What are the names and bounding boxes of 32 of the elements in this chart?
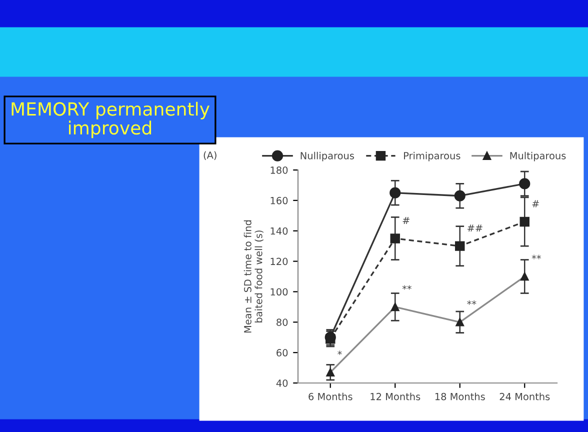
annotation: * — [338, 350, 342, 356]
text: MEMORY permanently improved — [12, 102, 210, 138]
y-tick-label: 80 — [276, 318, 288, 326]
point — [390, 234, 400, 244]
y-tick-label: 40 — [276, 379, 288, 387]
annotation: ** — [532, 254, 541, 260]
text: (A) — [204, 151, 216, 160]
point — [455, 241, 465, 251]
point — [326, 334, 336, 344]
legend-label: Primiparous — [404, 152, 460, 162]
y-tick-label: 60 — [276, 349, 288, 356]
annotation: ## — [468, 224, 482, 232]
y-tick-label: 180 — [270, 166, 288, 174]
point — [520, 216, 530, 227]
y-tick-label: 140 — [270, 227, 288, 235]
annotation: ** — [467, 300, 476, 305]
y-tick-label: 120 — [270, 258, 288, 266]
legend-label: Multiparous — [510, 152, 566, 162]
legend-label: Nulliparous — [300, 152, 354, 162]
x-tick-label: 18 Months — [435, 392, 485, 400]
point — [390, 187, 401, 198]
y-axis-title: Mean ± SD time to find baited food well (s) — [244, 220, 264, 333]
annotation: # — [402, 216, 410, 224]
point — [519, 178, 530, 190]
annotation: # — [532, 200, 539, 208]
point — [454, 190, 466, 202]
y-tick-label: 160 — [270, 196, 288, 204]
y-tick-label: 100 — [270, 288, 288, 296]
x-tick-label: 6 Months — [308, 392, 352, 400]
x-tick-label: 12 Months — [370, 392, 420, 400]
annotation: ** — [402, 285, 412, 290]
x-tick-label: 24 Months — [500, 392, 550, 400]
